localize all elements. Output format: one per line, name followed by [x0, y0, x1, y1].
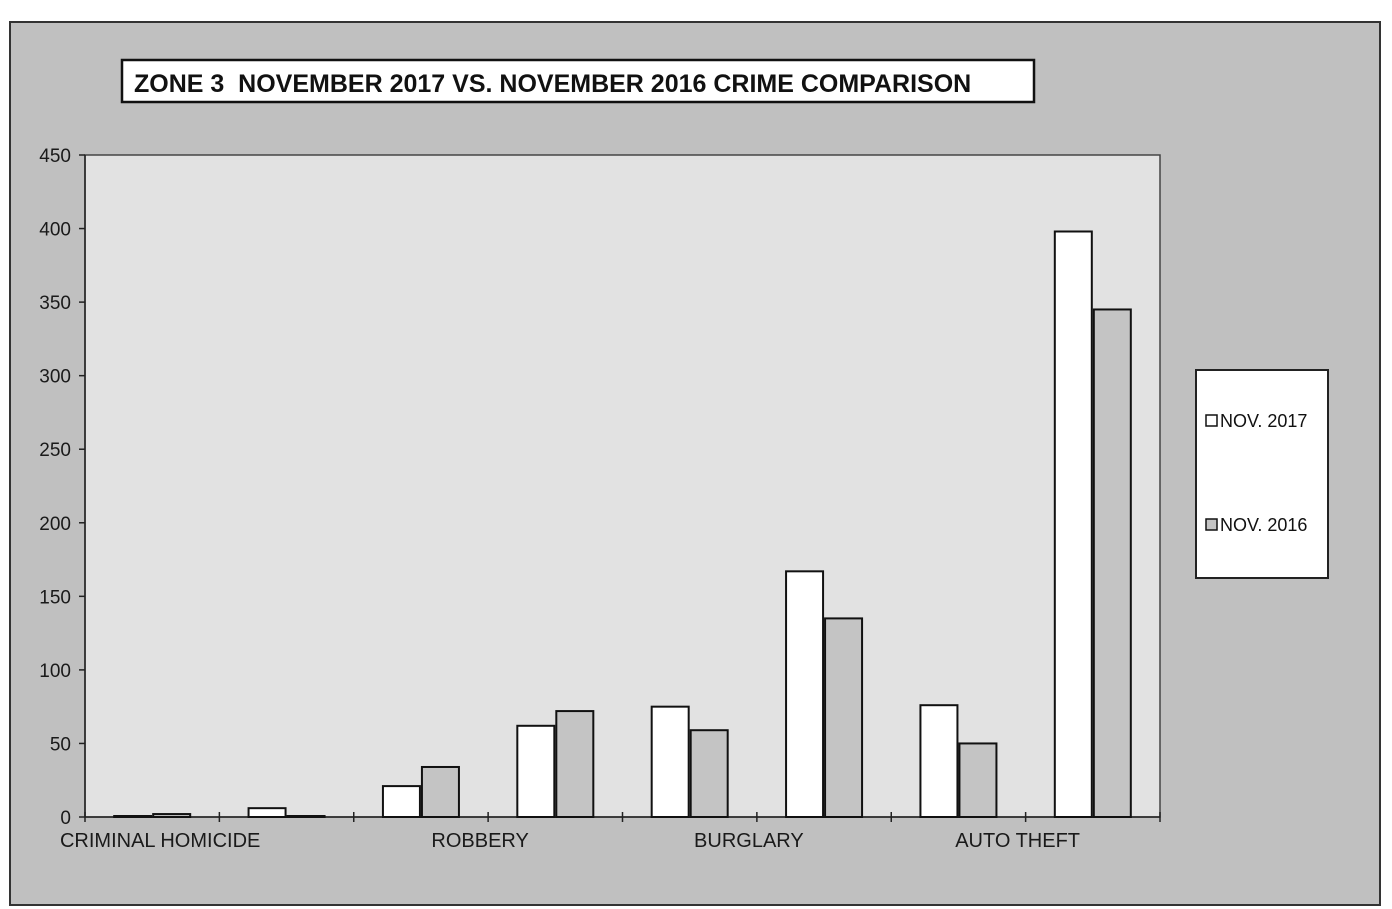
- x-category-label: ROBBERY: [431, 830, 528, 852]
- y-tick-label: 150: [39, 587, 71, 608]
- plot-area: [84, 154, 1161, 818]
- x-axis-labels: CRIMINAL HOMICIDE ROBBERY BURGLARY AUTO THE…: [60, 830, 1080, 852]
- bar-nov-2016: [286, 815, 326, 818]
- bar-nov-2016: [958, 742, 998, 819]
- bar-nov-2017: [1053, 230, 1093, 818]
- y-tick-label: 100: [39, 661, 71, 682]
- chart-title: ZONE 3 NOVEMBER 2017 VS. NOVEMBER 2016 C…: [134, 70, 971, 98]
- y-tick-label: 350: [39, 293, 71, 314]
- bar-nov-2016: [555, 710, 595, 819]
- bar-nov-2016: [420, 765, 460, 819]
- y-tick-label: 0: [60, 808, 71, 829]
- chart-title-box: ZONE 3 NOVEMBER 2017 VS. NOVEMBER 2016 C…: [120, 58, 1036, 104]
- bar-nov-2016: [152, 813, 192, 819]
- y-axis: 0 50 100 150 200 250 300 350 400 450: [39, 146, 86, 829]
- legend-swatch-nov-2016: [1205, 518, 1218, 531]
- y-tick-label: 300: [39, 367, 71, 388]
- legend: NOV. 2017 NOV. 2016: [1195, 369, 1329, 579]
- bar-nov-2017: [919, 704, 959, 818]
- legend-box: [1195, 369, 1329, 579]
- y-tick-label: 400: [39, 220, 71, 241]
- bar-nov-2017: [650, 705, 690, 819]
- bars: [113, 230, 1132, 819]
- y-tick-label: 250: [39, 440, 71, 461]
- legend-label-nov-2017: NOV. 2017: [1220, 411, 1307, 431]
- legend-swatch-nov-2017: [1205, 414, 1218, 427]
- y-tick-label: 50: [50, 734, 71, 755]
- y-tick-label: 450: [39, 146, 71, 167]
- x-category-label: CRIMINAL HOMICIDE: [60, 830, 260, 852]
- x-category-label: AUTO THEFT: [955, 830, 1080, 852]
- bar-nov-2017: [113, 815, 153, 818]
- bar-nov-2017: [785, 570, 825, 819]
- bar-nov-2016: [824, 617, 864, 819]
- legend-label-nov-2016: NOV. 2016: [1220, 515, 1307, 535]
- bar-nov-2017: [247, 807, 287, 819]
- bar-nov-2017: [516, 724, 556, 819]
- y-tick-label: 200: [39, 514, 71, 535]
- bar-nov-2016: [689, 729, 729, 819]
- bar-nov-2017: [381, 785, 421, 819]
- x-category-label: BURGLARY: [694, 830, 804, 852]
- bar-nov-2016: [1092, 308, 1132, 818]
